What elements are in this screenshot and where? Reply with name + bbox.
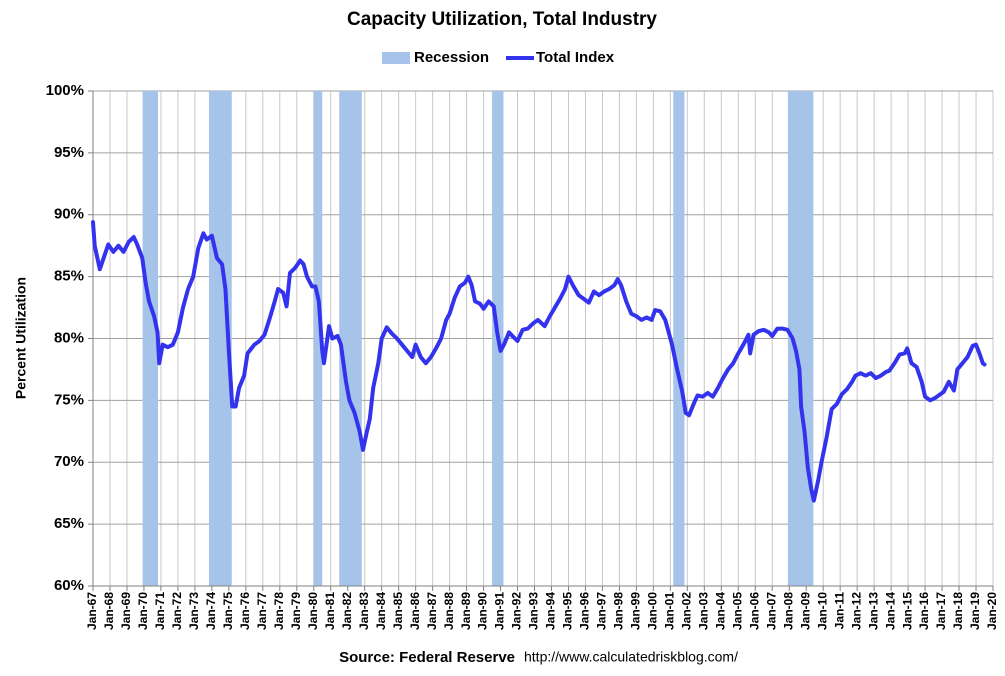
x-tick-label: Jan-78 — [272, 592, 286, 630]
y-tick-label: 65% — [54, 515, 84, 532]
x-tick-label: Jan-88 — [442, 592, 456, 630]
x-tick-label: Jan-07 — [764, 592, 778, 630]
x-tick-label: Jan-72 — [170, 592, 184, 630]
x-tick-label: Jan-95 — [561, 592, 575, 630]
x-tick-label: Jan-08 — [781, 592, 795, 630]
x-tick-label: Jan-09 — [798, 592, 812, 630]
legend-label: Total Index — [536, 49, 615, 66]
x-tick-label: Jan-85 — [391, 592, 405, 630]
y-tick-label: 60% — [54, 577, 84, 594]
x-tick-label: Jan-74 — [204, 592, 218, 630]
x-tick-label: Jan-89 — [459, 592, 473, 630]
y-axis-label: Percent Utilization — [13, 277, 29, 399]
x-tick-label: Jan-05 — [730, 592, 744, 630]
x-tick-label: Jan-81 — [323, 592, 337, 630]
y-tick-label: 80% — [54, 329, 84, 346]
x-tick-label: Jan-02 — [680, 592, 694, 630]
line-series — [91, 220, 987, 503]
x-tick-label: Jan-70 — [136, 592, 150, 630]
x-tick-label: Jan-84 — [374, 592, 388, 630]
x-tick-label: Jan-98 — [612, 592, 626, 630]
x-tick-label: Jan-01 — [663, 592, 677, 630]
x-tick-label: Jan-90 — [476, 592, 490, 630]
x-tick-label: Jan-76 — [238, 592, 252, 630]
x-tick-label: Jan-16 — [917, 592, 931, 630]
x-tick-label: Jan-87 — [425, 592, 439, 630]
source: Source: Federal Reserve — [339, 649, 515, 666]
x-tick-label: Jan-12 — [849, 592, 863, 630]
x-tick-label: Jan-99 — [629, 592, 643, 630]
y-tick-label: 70% — [54, 453, 84, 470]
x-tick-label: Jan-94 — [544, 592, 558, 630]
x-tick-label: Jan-79 — [289, 592, 303, 630]
x-tick-label: Jan-73 — [187, 592, 201, 630]
x-tick-label: Jan-04 — [713, 592, 727, 630]
x-tick-label: Jan-14 — [883, 592, 897, 630]
x-tick-label: Jan-96 — [578, 592, 592, 630]
x-tick-label: Jan-10 — [815, 592, 829, 630]
x-tick-label: Jan-92 — [510, 592, 524, 630]
x-tick-label: Jan-82 — [340, 592, 354, 630]
y-tick-label: 90% — [54, 206, 84, 223]
source-url: http://www.calculatedriskblog.com/ — [524, 649, 738, 665]
x-tick-label: Jan-77 — [255, 592, 269, 630]
recession-band — [142, 91, 159, 586]
x-tick-label: Jan-97 — [595, 592, 609, 630]
chart-title: Capacity Utilization, Total Industry — [347, 9, 657, 30]
x-tick-label: Jan-93 — [527, 592, 541, 630]
recession-band — [339, 91, 362, 586]
x-tick-label: Jan-17 — [934, 592, 948, 630]
x-tick-label: Jan-20 — [985, 592, 999, 630]
x-tick-label: Jan-71 — [153, 592, 167, 630]
x-tick-label: Jan-06 — [747, 592, 761, 630]
y-tick-label: 85% — [54, 268, 84, 285]
x-tick-label: Jan-91 — [493, 592, 507, 630]
x-tick-label: Jan-03 — [696, 592, 710, 630]
x-tick-label: Jan-86 — [408, 592, 422, 630]
x-tick-label: Jan-69 — [119, 592, 133, 630]
x-tick-label: Jan-18 — [951, 592, 965, 630]
legend-swatch — [382, 52, 410, 64]
recession-band — [673, 91, 685, 586]
y-tick-label: 75% — [54, 391, 84, 408]
x-tick-label: Jan-15 — [900, 592, 914, 630]
recession-band — [313, 91, 323, 586]
x-tick-label: Jan-19 — [968, 592, 982, 630]
x-tick-label: Jan-83 — [357, 592, 371, 630]
x-tick-label: Jan-67 — [85, 592, 99, 630]
x-tick-label: Jan-00 — [646, 592, 660, 630]
recession-band — [208, 91, 232, 586]
x-tick-label: Jan-80 — [306, 592, 320, 630]
x-tick-label: Jan-75 — [221, 592, 235, 630]
x-tick-label: Jan-68 — [102, 592, 116, 630]
x-tick-label: Jan-11 — [832, 592, 846, 630]
y-tick-label: 100% — [46, 82, 84, 99]
legend-label: Recession — [414, 49, 489, 66]
x-tick-label: Jan-13 — [866, 592, 880, 630]
y-tick-label: 95% — [54, 144, 84, 161]
